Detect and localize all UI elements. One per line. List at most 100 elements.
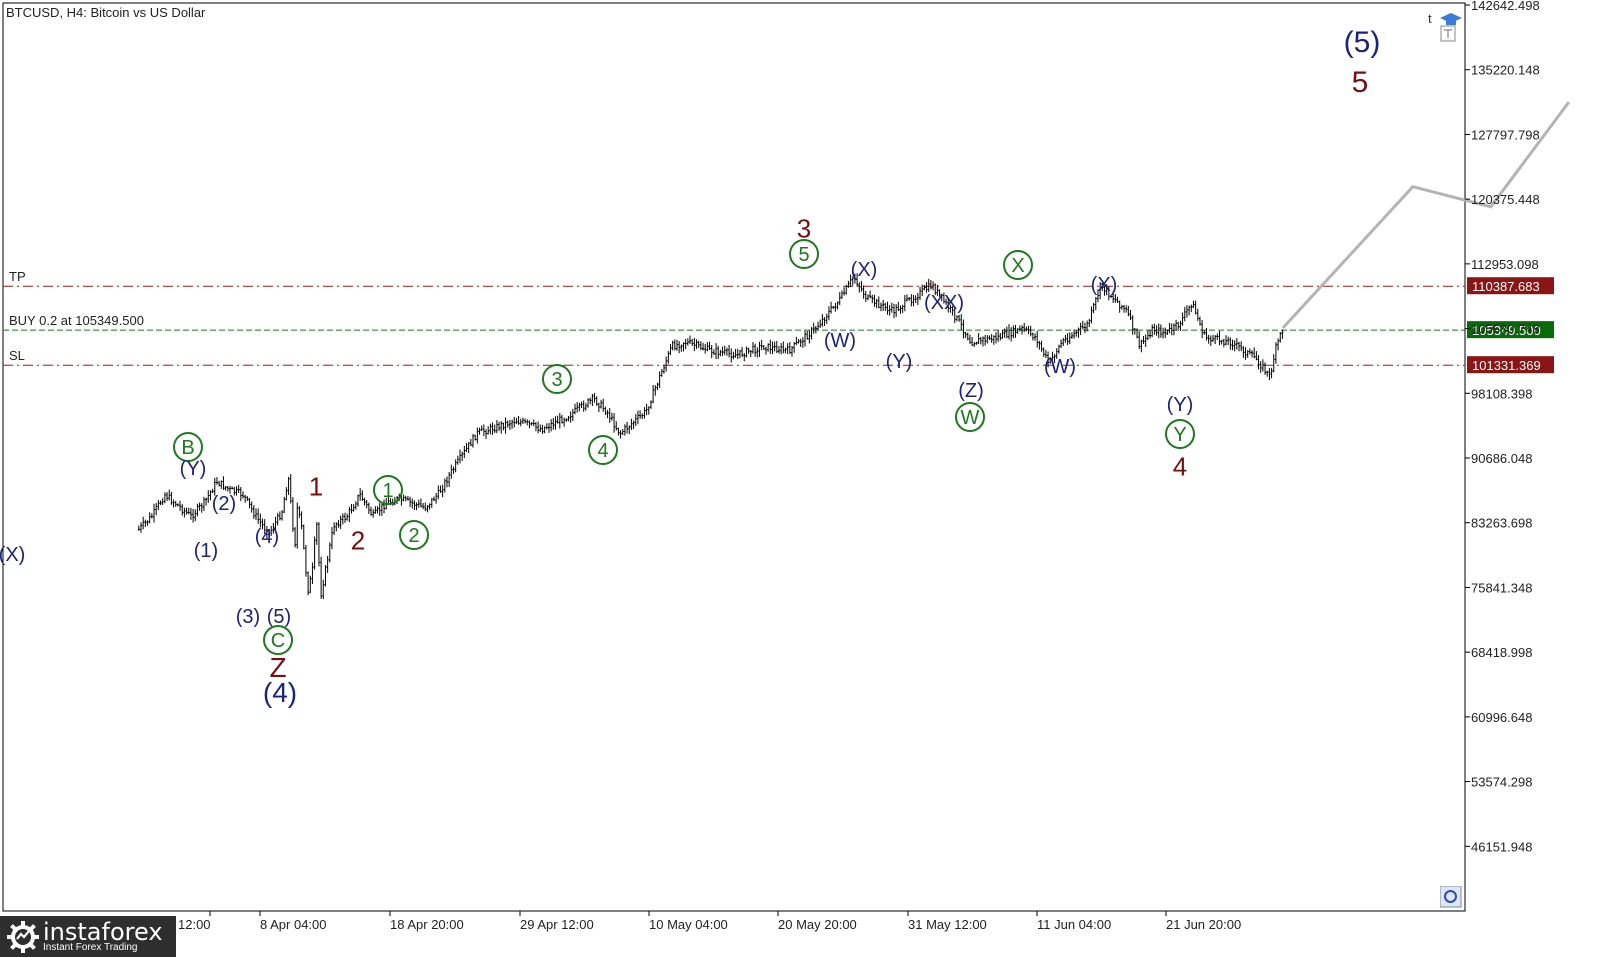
wave-label: 3 xyxy=(542,364,572,394)
candle xyxy=(328,542,331,563)
y-tick-label: 75841.348 xyxy=(1471,580,1532,595)
candle xyxy=(743,352,746,362)
candle xyxy=(882,299,885,311)
candle xyxy=(300,511,303,530)
candle xyxy=(879,302,882,312)
candle xyxy=(402,494,405,502)
candle xyxy=(1257,355,1260,370)
candle xyxy=(710,345,713,359)
y-tick-label: 60996.648 xyxy=(1471,710,1532,725)
candle xyxy=(977,333,980,344)
candle xyxy=(1131,315,1134,335)
candle xyxy=(140,522,143,533)
wave-circle xyxy=(955,402,985,432)
plot-frame xyxy=(2,2,1466,912)
candle xyxy=(1198,316,1201,326)
wave-text: C xyxy=(271,630,285,652)
candle xyxy=(441,484,444,498)
candle xyxy=(1233,340,1236,352)
candle xyxy=(1123,304,1126,313)
wave-text: (5) xyxy=(1344,26,1381,59)
candle xyxy=(680,344,683,352)
candle xyxy=(1105,284,1108,296)
candle xyxy=(814,325,817,334)
wave-text: (Y) xyxy=(1167,394,1194,416)
candle xyxy=(1153,323,1156,335)
candle xyxy=(237,484,240,493)
candle xyxy=(984,335,987,346)
candle xyxy=(771,341,774,355)
candle xyxy=(463,445,466,459)
candle xyxy=(793,342,796,353)
candle xyxy=(567,416,570,422)
candle xyxy=(947,298,950,313)
candle xyxy=(906,294,909,302)
graduation-cap-icon[interactable] xyxy=(1438,9,1464,43)
candle xyxy=(997,330,1000,342)
candle xyxy=(595,396,598,406)
level-label-tp: TP xyxy=(9,269,26,284)
candle xyxy=(161,498,164,506)
candle xyxy=(1023,322,1026,333)
candle xyxy=(873,294,876,307)
candle xyxy=(1057,344,1060,354)
candle xyxy=(658,371,661,388)
candle xyxy=(1159,324,1162,338)
candle xyxy=(252,505,255,519)
candle xyxy=(1096,289,1099,303)
candle xyxy=(1079,322,1082,336)
candle xyxy=(565,418,568,422)
x-tick-label: 21 Jun 20:00 xyxy=(1166,917,1241,932)
wave-text: (Y) xyxy=(886,351,913,373)
candle xyxy=(404,495,407,502)
wave-text: X xyxy=(1011,255,1024,277)
candle xyxy=(684,338,687,350)
candle xyxy=(281,510,284,521)
wave-text: (XX) xyxy=(924,292,964,314)
candle xyxy=(632,420,635,429)
candle xyxy=(719,349,722,357)
candle xyxy=(276,512,279,526)
candle xyxy=(487,426,490,435)
candle xyxy=(747,347,750,354)
candle xyxy=(456,455,459,465)
candle xyxy=(1042,347,1045,357)
candle xyxy=(1162,327,1165,339)
candle xyxy=(1157,323,1160,339)
candle xyxy=(1214,335,1217,345)
candle xyxy=(556,415,559,424)
candle xyxy=(1238,341,1241,352)
candle xyxy=(671,340,674,351)
candle xyxy=(1248,348,1251,355)
candle xyxy=(777,345,780,354)
candle xyxy=(1203,329,1206,335)
candle xyxy=(1003,328,1006,338)
candle xyxy=(1166,329,1169,336)
candle xyxy=(220,480,223,489)
candle xyxy=(608,407,611,423)
wave-text: (W) xyxy=(1044,356,1076,378)
candle xyxy=(741,346,744,358)
candle xyxy=(673,339,676,351)
autoscroll-icon[interactable] xyxy=(1440,886,1462,908)
candle xyxy=(966,332,969,341)
candle xyxy=(973,341,976,347)
level-badge-text: 105349.500 xyxy=(1472,323,1541,338)
candle xyxy=(534,422,537,432)
candle xyxy=(209,490,212,501)
x-tick-label: 12:00 xyxy=(178,917,211,932)
candle xyxy=(183,507,186,518)
candle xyxy=(513,416,516,428)
candle xyxy=(847,280,850,288)
candle xyxy=(439,485,442,493)
candle xyxy=(795,336,798,346)
candle xyxy=(378,502,381,516)
candle xyxy=(662,364,665,374)
candle xyxy=(450,464,453,479)
candle xyxy=(871,294,874,304)
candle xyxy=(1114,294,1117,303)
wave-text: (4) xyxy=(255,526,279,548)
candle xyxy=(606,409,609,419)
candle xyxy=(992,335,995,345)
candle xyxy=(645,403,648,416)
